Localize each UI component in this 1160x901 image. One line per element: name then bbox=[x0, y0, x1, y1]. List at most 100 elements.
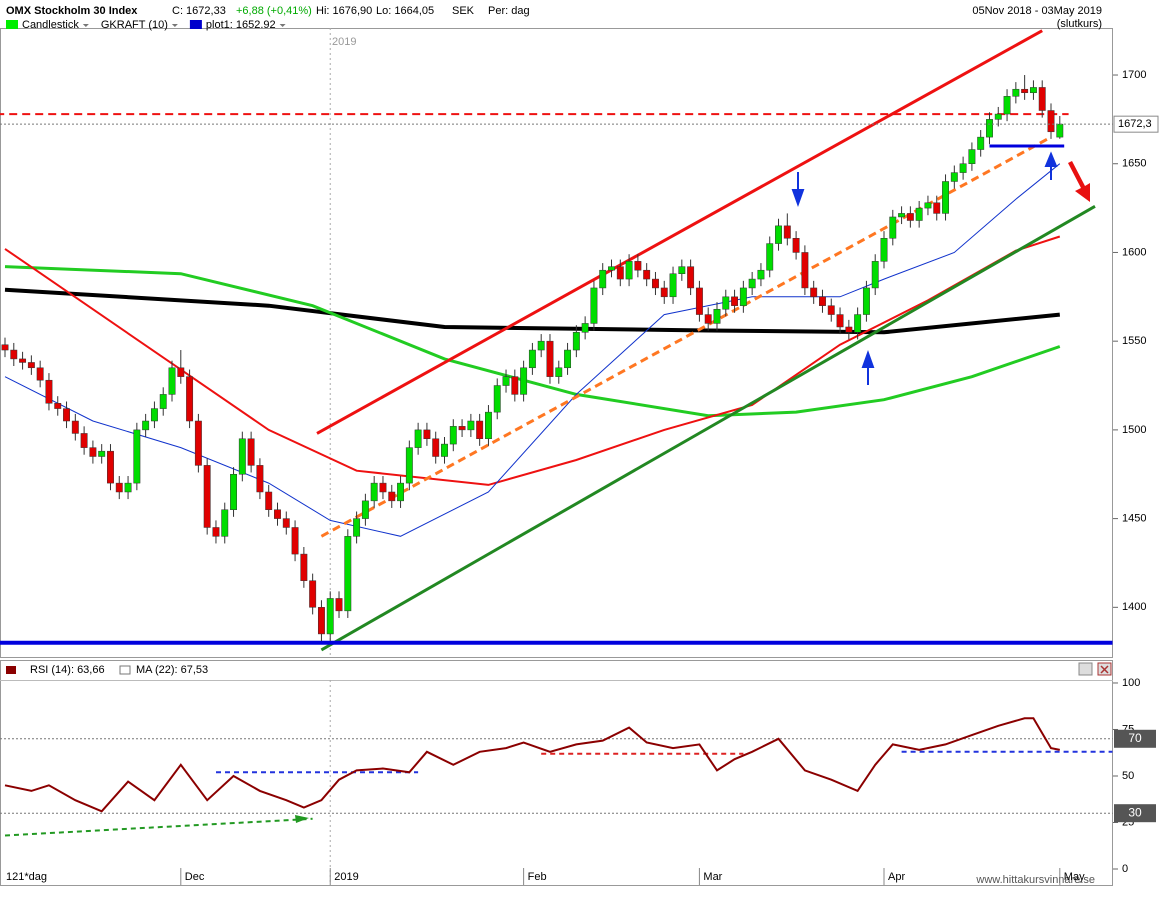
candle-body bbox=[695, 287, 703, 315]
candle-body bbox=[485, 411, 492, 440]
candle-body bbox=[590, 287, 598, 324]
candle-body bbox=[564, 349, 572, 369]
candle-body bbox=[520, 367, 528, 395]
candle-body bbox=[528, 349, 536, 369]
candle-body bbox=[370, 482, 378, 502]
candle-body bbox=[405, 447, 413, 484]
currency: SEK bbox=[452, 5, 475, 17]
legend: Candlestick GKRAFT (10) plot1: 1652.92 bbox=[6, 19, 286, 31]
candle-body bbox=[687, 266, 695, 289]
rsi-title: RSI (14): 63,66 bbox=[30, 664, 105, 676]
blue-arrow bbox=[861, 350, 875, 385]
axes: 2019 1400 1450 1500 1550 1600 1650 1700 Dec 2019 F… bbox=[180, 36, 1159, 885]
close-icon bbox=[1100, 665, 1109, 674]
high-label: Hi: 1676,90 bbox=[316, 5, 372, 17]
candle-body bbox=[344, 536, 352, 612]
candle-body bbox=[643, 269, 651, 280]
last-price-box bbox=[1113, 115, 1159, 133]
candle-body bbox=[819, 296, 826, 306]
candle-body bbox=[581, 323, 589, 333]
candle-body bbox=[467, 420, 475, 431]
candle-body bbox=[713, 308, 721, 324]
overlay-line bbox=[4, 163, 1061, 537]
candle-body bbox=[608, 266, 615, 271]
price-plot bbox=[0, 28, 1113, 657]
candle-body bbox=[739, 287, 747, 306]
candle-body bbox=[977, 136, 985, 150]
candle-body bbox=[678, 266, 686, 274]
legend-swatch bbox=[6, 20, 18, 29]
date-range: 05Nov 2018 - 03May 2019 bbox=[972, 5, 1102, 17]
rsi-panel bbox=[0, 660, 1113, 886]
last-price-label: 1672,3 bbox=[1118, 118, 1152, 130]
candle-body bbox=[159, 394, 167, 409]
year-marker: 2019 bbox=[332, 36, 356, 48]
candle-body bbox=[317, 607, 325, 635]
candle-body bbox=[107, 450, 114, 484]
candle-body bbox=[238, 438, 246, 475]
candle-body bbox=[757, 269, 765, 280]
x-tick-label: 2019 bbox=[334, 871, 358, 883]
candle-body bbox=[572, 332, 580, 351]
annotation-arrows bbox=[295, 151, 1090, 823]
legend-entry: GKRAFT (10) bbox=[101, 19, 168, 31]
legend-swatch bbox=[189, 20, 202, 29]
candle-body bbox=[775, 225, 782, 244]
candle-body bbox=[906, 213, 914, 221]
price-type: (slutkurs) bbox=[1057, 18, 1102, 30]
candle-body bbox=[555, 367, 563, 377]
candle-body bbox=[476, 420, 484, 440]
ma-legend-swatch bbox=[119, 665, 131, 675]
candle-body bbox=[441, 443, 448, 457]
candle-body bbox=[142, 420, 150, 431]
candle-body bbox=[1012, 88, 1020, 97]
candle-body bbox=[634, 261, 642, 271]
level-box bbox=[1114, 804, 1156, 823]
candle-body bbox=[766, 243, 774, 271]
candle-body bbox=[309, 580, 317, 608]
candle-body bbox=[71, 420, 79, 434]
candle-body bbox=[880, 238, 888, 262]
candle-body bbox=[414, 429, 422, 448]
candle-body bbox=[748, 278, 756, 289]
candle-body bbox=[537, 340, 545, 351]
candle-body bbox=[959, 163, 967, 173]
candle-body bbox=[247, 438, 255, 466]
candle-body bbox=[63, 408, 70, 422]
x-tick-label: Mar bbox=[703, 871, 722, 883]
candle-body bbox=[54, 403, 62, 409]
candle-body bbox=[1038, 87, 1046, 111]
candle-body bbox=[300, 553, 308, 581]
y-tick-label: 100 bbox=[1122, 677, 1140, 689]
candle-body bbox=[669, 273, 677, 298]
candle-body bbox=[177, 367, 185, 377]
x-tick-label: Feb bbox=[528, 871, 547, 883]
y-tick-label: 1450 bbox=[1122, 513, 1146, 525]
bar-count: 121*dag bbox=[6, 871, 47, 883]
candle-body bbox=[616, 266, 624, 280]
period: Per: dag bbox=[488, 5, 530, 17]
y-tick-label: 0 bbox=[1122, 863, 1128, 875]
candle-body bbox=[335, 598, 343, 612]
candle-body bbox=[950, 172, 958, 182]
candle-body bbox=[986, 119, 993, 138]
y-tick-label: 1400 bbox=[1122, 601, 1146, 613]
candle-body bbox=[186, 376, 194, 422]
candle-body bbox=[502, 376, 510, 386]
y-tick-label: 1600 bbox=[1122, 246, 1146, 258]
level-label: 30 bbox=[1128, 805, 1142, 819]
close-label: C: 1672,33 bbox=[172, 5, 226, 17]
zoom-button[interactable] bbox=[1078, 662, 1093, 676]
candle-body bbox=[889, 216, 897, 239]
x-tick-label: Apr bbox=[888, 871, 905, 883]
candle-body bbox=[810, 287, 818, 298]
legend-dropdown bbox=[171, 24, 178, 27]
candle-body bbox=[361, 500, 369, 519]
candle-body bbox=[212, 527, 220, 537]
candle-body bbox=[546, 340, 554, 377]
candle-body bbox=[19, 358, 27, 363]
candle-body bbox=[265, 491, 273, 510]
overlay-line bbox=[316, 29, 1043, 435]
candle-body bbox=[388, 491, 396, 502]
